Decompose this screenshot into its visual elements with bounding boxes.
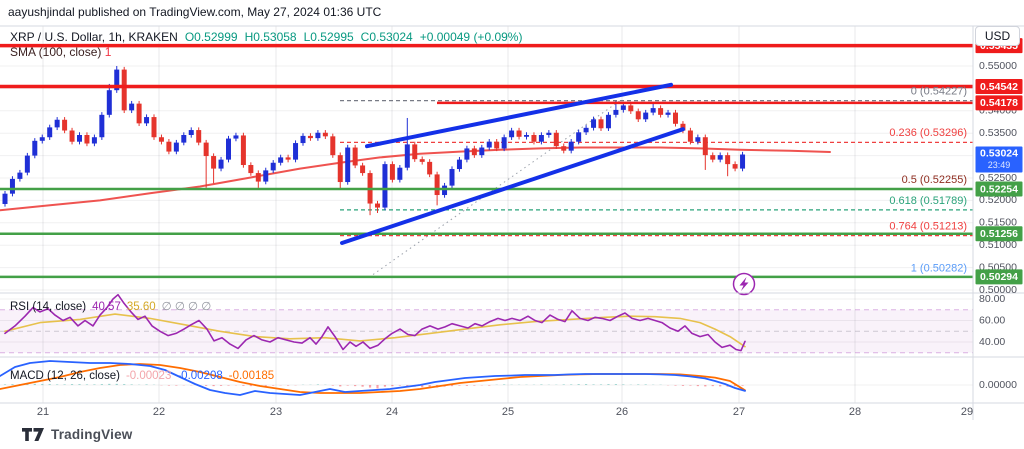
tradingview-footer-logo[interactable]: TradingView (22, 427, 132, 442)
macd-pane[interactable] (0, 360, 746, 396)
svg-text:28: 28 (849, 406, 861, 418)
svg-text:0.764 (0.51213): 0.764 (0.51213) (889, 221, 967, 233)
svg-text:25: 25 (502, 406, 514, 418)
svg-text:0.50000: 0.50000 (979, 284, 1017, 296)
svg-text:24: 24 (386, 406, 398, 418)
price-axis[interactable]: 0.550000.540000.535000.525000.520000.515… (979, 60, 1017, 391)
svg-text:0.52254: 0.52254 (980, 183, 1018, 195)
svg-text:0.00000: 0.00000 (979, 379, 1017, 391)
svg-text:0.53024: 0.53024 (980, 147, 1018, 159)
svg-text:27: 27 (733, 406, 745, 418)
svg-text:0.54542: 0.54542 (980, 81, 1018, 93)
sma-line (0, 146, 831, 212)
svg-text:1 (0.50282): 1 (0.50282) (911, 262, 967, 274)
svg-text:60.00: 60.00 (979, 314, 1005, 326)
price-axis-tags: 0.554550.545420.541780.522540.512560.502… (975, 38, 1023, 285)
svg-text:23:49: 23:49 (988, 160, 1011, 170)
rsi-pane[interactable] (4, 293, 746, 352)
svg-text:0.51500: 0.51500 (979, 217, 1017, 229)
candlestick-series[interactable] (2, 66, 746, 216)
pane-borders (0, 25, 1024, 420)
svg-text:0.53500: 0.53500 (979, 127, 1017, 139)
grid-layer (0, 26, 973, 403)
svg-text:0.52000: 0.52000 (979, 194, 1017, 206)
svg-text:0 (0.54227): 0 (0.54227) (911, 86, 967, 98)
time-axis[interactable]: 21 22 23 24 25 26 27 28 29 (37, 406, 973, 418)
svg-text:0.51000: 0.51000 (979, 239, 1017, 251)
svg-text:26: 26 (616, 406, 628, 418)
currency-unit-button[interactable]: USD (975, 26, 1020, 46)
svg-text:80.00: 80.00 (979, 293, 1005, 305)
svg-text:0.52500: 0.52500 (979, 172, 1017, 184)
svg-text:0.236 (0.53296): 0.236 (0.53296) (889, 127, 967, 139)
tradingview-brand-text: TradingView (51, 427, 133, 442)
svg-text:21: 21 (37, 406, 49, 418)
svg-text:23: 23 (270, 406, 282, 418)
fib-retracement[interactable] (340, 100, 973, 237)
rsi-band (0, 309, 973, 354)
lightning-marker-icon[interactable] (732, 272, 756, 296)
trend-channel-lines[interactable] (340, 82, 685, 245)
svg-text:29: 29 (961, 406, 973, 418)
svg-text:40.00: 40.00 (979, 336, 1005, 348)
svg-text:0.54178: 0.54178 (980, 97, 1018, 109)
fib-labels: 0 (0.54227) 0.236 (0.53296) 0.5 (0.52255) 0… (889, 86, 967, 275)
tradingview-logo-icon (22, 428, 44, 441)
svg-text:0.50294: 0.50294 (980, 271, 1018, 283)
svg-text:0.5 (0.52255): 0.5 (0.52255) (902, 174, 967, 186)
svg-text:22: 22 (153, 406, 165, 418)
svg-text:0.618 (0.51789): 0.618 (0.51789) (889, 195, 967, 207)
svg-text:0.51256: 0.51256 (980, 228, 1018, 240)
support-resistance-lines[interactable] (0, 43, 973, 279)
svg-text:0.55000: 0.55000 (979, 60, 1017, 72)
